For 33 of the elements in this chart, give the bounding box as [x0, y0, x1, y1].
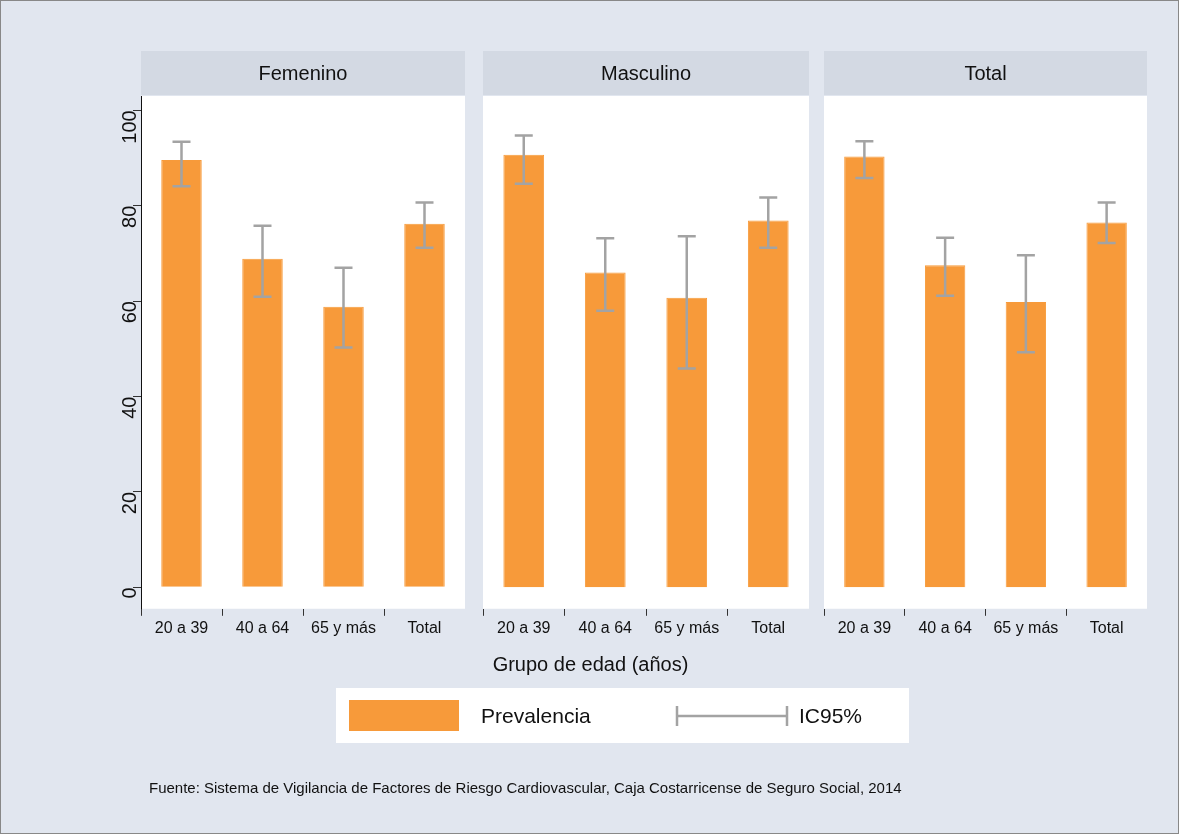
bar — [503, 154, 545, 588]
source-note: Fuente: Sistema de Vigilancia de Factores de Riesgo Cardiovascular, Caja Costarricense de Seguro Social, 2014 — [149, 779, 902, 796]
bar — [1086, 222, 1127, 588]
y-tick-label: 0 — [117, 587, 140, 599]
bar — [584, 272, 626, 588]
bar — [666, 297, 708, 588]
y-tick-label: 100 — [117, 110, 140, 144]
text: IC95% — [799, 704, 863, 728]
chart-title: Femenino — [141, 51, 465, 95]
chart-title: Total — [824, 51, 1147, 95]
x-tick-label: Total — [751, 618, 786, 636]
x-tick-label: 20 a 39 — [497, 618, 551, 636]
bar — [747, 220, 789, 588]
x-tick-label: 40 a 64 — [578, 618, 633, 636]
x-tick-label: 65 y más — [311, 618, 376, 636]
x-tick-label: 40 a 64 — [918, 618, 972, 636]
chart-title: Masculino — [483, 51, 809, 95]
bar — [1005, 302, 1047, 588]
x-tick-label: 20 a 39 — [154, 618, 209, 636]
x-tick-label: 40 a 64 — [235, 618, 290, 636]
y-tick-label: 20 — [117, 491, 140, 515]
x-tick-label: Total — [1089, 618, 1124, 636]
x-tick-label: 65 y más — [993, 618, 1059, 636]
bar — [844, 156, 885, 588]
x-tick-label: Total — [407, 618, 442, 636]
text: Prevalencia — [481, 704, 591, 728]
y-tick-label: 60 — [117, 301, 140, 324]
x-tick-label: 65 y más — [654, 618, 720, 636]
y-tick-label: 40 — [117, 396, 140, 419]
x-axis-title: Grupo de edad (años) — [491, 653, 690, 676]
bar — [924, 265, 966, 588]
x-tick-label: 20 a 39 — [837, 618, 892, 636]
y-tick-label: 80 — [117, 205, 140, 228]
